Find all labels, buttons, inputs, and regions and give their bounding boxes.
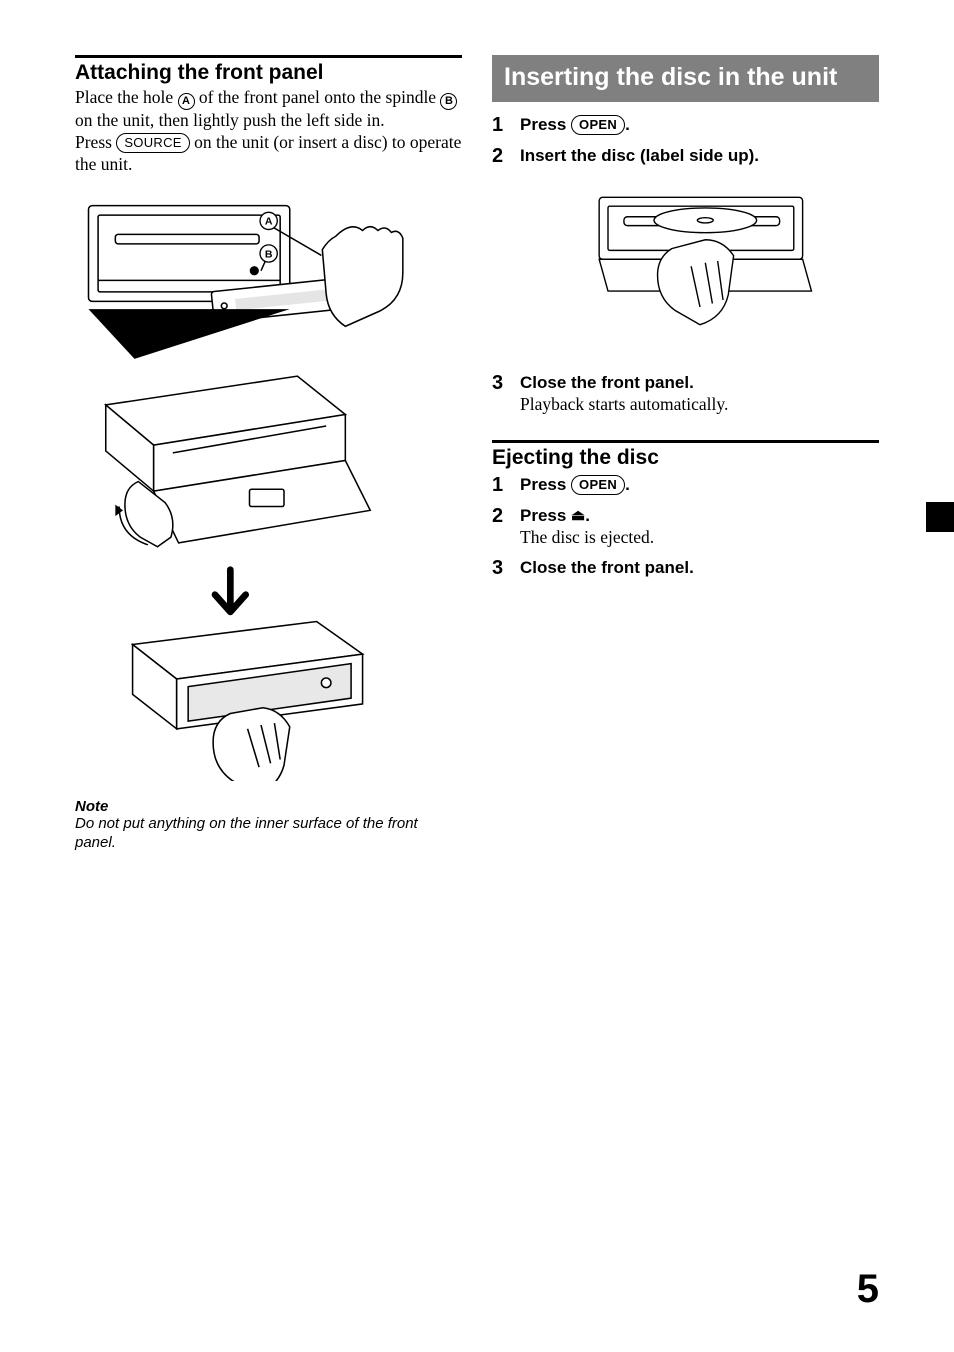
figure-insert-disc [520, 181, 879, 346]
para-press-source: Press SOURCE on the unit (or insert a di… [75, 132, 462, 176]
text-fragment: of the front panel onto the spindle [195, 87, 441, 107]
note-heading: Note [75, 798, 462, 815]
eject-step-2: 2 Press ⏏. The disc is ejected. [492, 505, 879, 549]
eject-icon: ⏏ [571, 507, 585, 524]
step-text: Press OPEN. [520, 115, 630, 134]
step-number: 3 [492, 372, 510, 416]
para-place-hole: Place the hole A of the front panel onto… [75, 87, 462, 132]
step-text: Press OPEN. [520, 475, 630, 494]
text-fragment: . [625, 115, 630, 134]
step-subtext: Playback starts automatically. [520, 394, 879, 416]
open-key-icon: OPEN [571, 115, 625, 135]
text-fragment: Press [520, 115, 571, 134]
step-number: 2 [492, 505, 510, 549]
text-fragment: . [585, 506, 590, 525]
open-key-icon: OPEN [571, 475, 625, 495]
source-key-icon: SOURCE [116, 133, 189, 153]
step-subtext: The disc is ejected. [520, 527, 879, 549]
step-text: Close the front panel. [520, 372, 879, 394]
figure-attach-panel: A B [77, 186, 464, 786]
section-rule [492, 440, 879, 443]
insert-steps: 1 Press OPEN. 2 Insert the disc (label s… [492, 114, 879, 416]
step-number: 3 [492, 557, 510, 580]
insert-step-2: 2 Insert the disc (label side up). [492, 145, 879, 364]
heading-attaching: Attaching the front panel [75, 61, 462, 85]
text-fragment: Place the hole [75, 87, 178, 107]
fig-label-a: A [265, 216, 273, 228]
section-rule [75, 55, 462, 58]
note-text: Do not put anything on the inner surface… [75, 815, 462, 853]
eject-step-3: 3 Close the front panel. [492, 557, 879, 580]
note-block: Note Do not put anything on the inner su… [75, 798, 462, 853]
chapter-title: Inserting the disc in the unit [492, 55, 879, 102]
step-text: Insert the disc (label side up). [520, 145, 879, 167]
fig-label-b: B [265, 248, 273, 260]
text-fragment: on the unit, then lightly push the left … [75, 110, 385, 130]
page-number: 5 [857, 1267, 879, 1312]
label-b-icon: B [440, 93, 457, 110]
label-a-icon: A [178, 93, 195, 110]
text-fragment: Press [520, 506, 571, 525]
step-text: Close the front panel. [520, 557, 879, 579]
step-number: 1 [492, 474, 510, 497]
insert-step-3: 3 Close the front panel. Playback starts… [492, 372, 879, 416]
text-fragment: . [625, 475, 630, 494]
insert-step-1: 1 Press OPEN. [492, 114, 879, 137]
right-column: Inserting the disc in the unit 1 Press O… [492, 55, 879, 853]
thumb-tab [926, 502, 954, 532]
heading-ejecting: Ejecting the disc [492, 446, 879, 470]
eject-steps: 1 Press OPEN. 2 Press ⏏. The disc is eje… [492, 474, 879, 580]
text-fragment: Press [75, 132, 116, 152]
text-fragment: Press [520, 475, 571, 494]
step-number: 1 [492, 114, 510, 137]
left-column: Attaching the front panel Place the hole… [75, 55, 462, 853]
eject-step-1: 1 Press OPEN. [492, 474, 879, 497]
step-number: 2 [492, 145, 510, 364]
step-text: Press ⏏. [520, 506, 590, 525]
